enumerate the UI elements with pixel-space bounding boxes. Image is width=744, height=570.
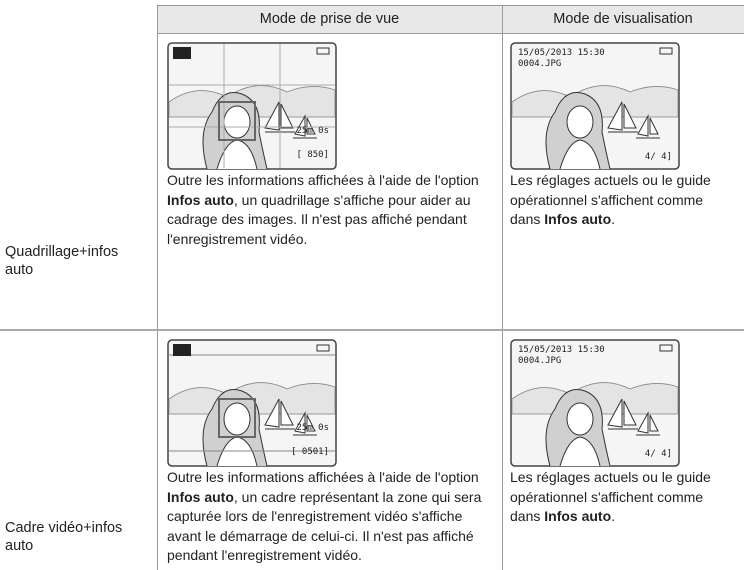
screen-illustration: 25m 0s [ 0501]: [167, 339, 337, 467]
battery-icon: [316, 344, 330, 352]
screen-time: 25m 0s: [296, 423, 329, 433]
sailboat: [636, 114, 660, 139]
description: Les réglages actuels ou le guide opérati…: [510, 171, 735, 230]
description: Les réglages actuels ou le guide opérati…: [510, 468, 735, 527]
label-line: Quadrillage+infos: [5, 244, 119, 260]
screen-filename: 0004.JPG: [518, 59, 561, 69]
emphasis: Infos auto: [544, 508, 612, 524]
row-label: Quadrillage+infos auto: [5, 243, 155, 279]
text: , un quadrillage s'affiche pour aider au…: [167, 191, 471, 247]
screen-shots: [ 0501]: [291, 447, 329, 457]
face: [566, 402, 594, 436]
sailboat: [264, 398, 295, 430]
face: [223, 105, 251, 139]
emphasis: Infos auto: [544, 211, 612, 227]
camera-icon: [173, 344, 191, 356]
sailboat: [607, 398, 638, 430]
face: [566, 105, 594, 139]
screen-illustration: 25m 0s [ 850]: [167, 42, 337, 170]
screen-date: 15/05/2013 15:30: [518, 48, 605, 58]
body: [559, 139, 601, 170]
column-divider: [157, 5, 158, 570]
text: Outre les informations affichées à l'aid…: [167, 469, 479, 485]
sailboat: [293, 411, 317, 436]
column-divider: [502, 5, 503, 570]
text: Les réglages actuels ou le guide opérati…: [510, 172, 711, 227]
face: [223, 402, 251, 436]
description: Outre les informations affichées à l'aid…: [167, 468, 497, 566]
label-line: auto: [5, 262, 34, 278]
camera-icon: [173, 47, 191, 59]
screen-filename: 0004.JPG: [518, 356, 561, 366]
screen-counter: 4/ 4]: [645, 152, 672, 162]
text: Les réglages actuels ou le guide opérati…: [510, 469, 711, 524]
label-line: auto: [5, 538, 34, 554]
face-box: [218, 101, 256, 141]
text: .: [611, 508, 616, 524]
text: , un cadre représentant la zone qui sera…: [167, 488, 482, 564]
battery-icon: [316, 47, 330, 55]
header-row: [157, 5, 744, 34]
text: Outre les informations affichées à l'aid…: [167, 172, 479, 188]
row-label: Cadre vidéo+infos auto: [5, 519, 155, 555]
emphasis: Infos auto: [167, 488, 234, 505]
face-box: [218, 398, 256, 438]
row-divider: [0, 329, 744, 331]
emphasis: Infos auto: [167, 191, 234, 208]
screen-counter: 4/ 4]: [645, 449, 672, 459]
header-cell: Mode de prise de vue: [259, 11, 400, 27]
text: .: [611, 211, 616, 227]
description: Outre les informations affichées à l'aid…: [167, 171, 497, 249]
screen-time: 25m 0s: [296, 126, 329, 136]
body: [559, 436, 601, 467]
label-line: Cadre vidéo+infos: [5, 520, 123, 536]
sailboat: [607, 101, 638, 133]
battery-icon: [659, 47, 673, 55]
header-cell: Mode de visualisation: [553, 11, 693, 27]
screen-shots: [ 850]: [296, 150, 329, 160]
screen-date: 15/05/2013 15:30: [518, 345, 605, 355]
battery-icon: [659, 344, 673, 352]
sailboat: [636, 411, 660, 436]
